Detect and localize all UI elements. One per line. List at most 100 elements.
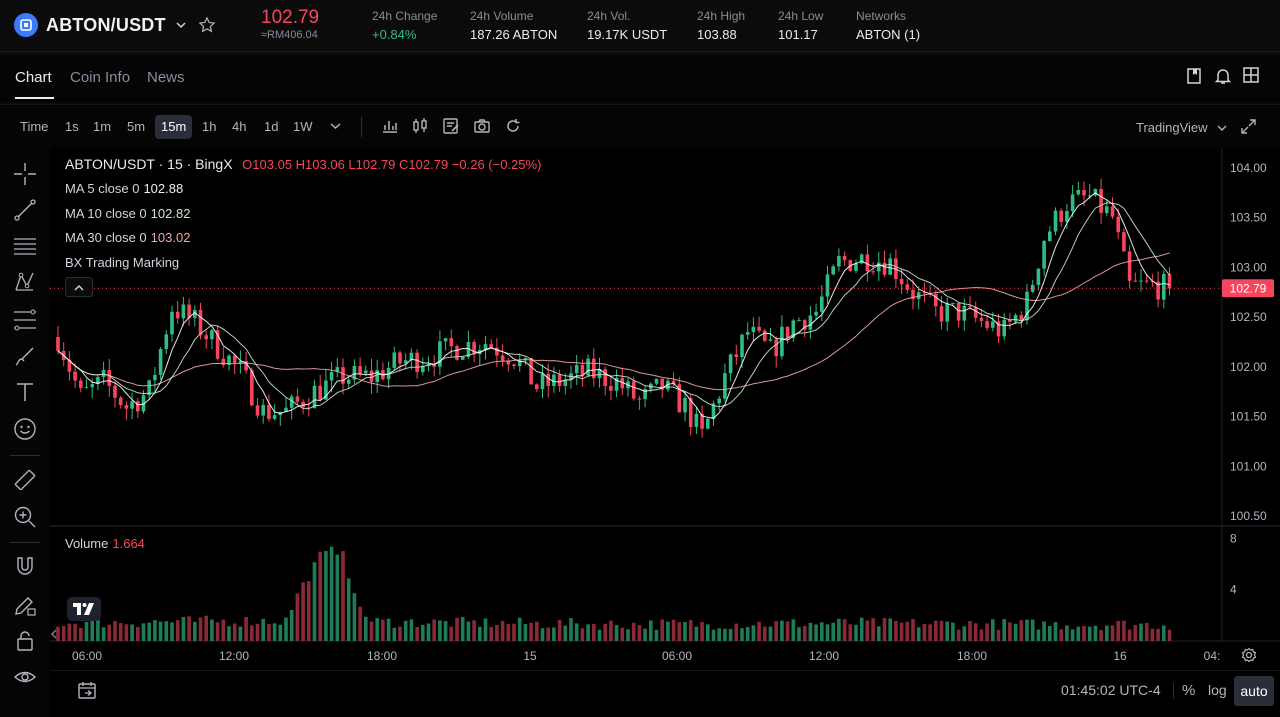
timeframe-1w[interactable]: 1W <box>293 119 313 134</box>
volume-bar <box>802 626 807 641</box>
timeframe-1s[interactable]: 1s <box>65 119 79 134</box>
volume-bar <box>96 618 100 641</box>
fullscreen-icon[interactable] <box>1240 118 1257 135</box>
candle <box>512 364 516 367</box>
view-tabs: Chart Coin Info News <box>0 55 1280 103</box>
horizontal-lines-icon[interactable] <box>13 234 37 258</box>
zoom-in-icon[interactable] <box>13 505 37 529</box>
volume-bar <box>1070 629 1075 641</box>
time-tick-label: 06:00 <box>72 649 102 663</box>
volume-legend: Volume 1.664 <box>65 536 145 551</box>
volume-bar <box>307 581 311 641</box>
volume-bar <box>842 619 847 641</box>
volume-bar <box>894 620 898 641</box>
volume-bar <box>797 627 801 641</box>
timeframe-time[interactable]: Time <box>20 119 49 134</box>
candle <box>797 320 801 322</box>
candle <box>341 367 345 384</box>
candle <box>517 360 522 367</box>
layout-grid-icon[interactable] <box>1243 67 1259 83</box>
timeframe-1m[interactable]: 1m <box>93 119 112 134</box>
timeframe-5m[interactable]: 5m <box>127 119 146 134</box>
camera-snapshot-icon[interactable] <box>473 117 491 135</box>
reset-refresh-icon[interactable] <box>504 117 522 135</box>
volume-bar <box>1048 626 1052 641</box>
chart-canvas[interactable]: 104.00 103.50 103.00 102.50 102.00 101.50 101.… <box>50 148 1280 670</box>
pattern-tool-icon[interactable] <box>13 270 37 294</box>
tab-chart[interactable]: Chart <box>15 69 52 86</box>
lock-drawings-pencil-icon[interactable] <box>13 593 37 617</box>
volume-bar <box>261 618 265 641</box>
candle-type-icon[interactable] <box>411 117 429 135</box>
volume-bar <box>996 629 1001 641</box>
stat-24h-vol-: 24h Vol. 19.17K USDT <box>587 9 667 42</box>
price-tick-label: 104.00 <box>1230 161 1267 175</box>
eye-visibility-icon[interactable] <box>13 665 37 689</box>
bell-icon[interactable] <box>1214 67 1232 85</box>
volume-bar <box>204 615 208 641</box>
indicators-icon[interactable] <box>381 117 399 135</box>
text-tool-icon[interactable] <box>13 380 37 404</box>
candle <box>272 415 277 419</box>
candle <box>1013 315 1018 322</box>
time-tick-label: 18:00 <box>367 649 397 663</box>
ruler-icon[interactable] <box>13 468 37 492</box>
go-to-date-calendar-icon[interactable] <box>77 680 97 700</box>
volume-bar <box>956 629 961 641</box>
volume-bar <box>848 624 853 641</box>
candle <box>346 379 351 384</box>
templates-icon[interactable] <box>442 117 460 135</box>
volume-bar <box>1105 625 1109 641</box>
percent-scale-toggle[interactable]: % <box>1182 682 1196 699</box>
chart-view-select[interactable]: TradingView <box>1136 120 1227 135</box>
ma10-legend: MA 10 close 0 102.82 <box>65 206 190 221</box>
candle <box>118 397 123 406</box>
fib-retracement-icon[interactable] <box>13 308 37 332</box>
auto-scale-toggle[interactable]: auto <box>1234 676 1274 706</box>
favorite-star-icon[interactable] <box>198 16 216 34</box>
trend-line-icon[interactable] <box>13 198 37 222</box>
candle <box>962 305 967 321</box>
time-tick-label: 18:00 <box>957 649 987 663</box>
candle <box>443 338 448 342</box>
candle <box>660 378 664 390</box>
bookmark-icon[interactable] <box>1186 67 1202 85</box>
chart-settings-gear-icon[interactable] <box>1241 647 1257 663</box>
brush-icon[interactable] <box>13 344 37 368</box>
candle <box>369 370 374 383</box>
candle <box>495 347 499 356</box>
candle <box>500 355 505 361</box>
price-chart[interactable]: 104.00 103.50 103.00 102.50 102.00 101.50 101.… <box>50 148 1280 717</box>
pair-selector[interactable]: ABTON/USDT <box>14 13 186 37</box>
emoji-icon[interactable] <box>13 417 37 441</box>
candle <box>973 306 978 318</box>
timeframe-15m[interactable]: 15m <box>155 115 193 139</box>
volume-bar <box>181 616 186 641</box>
candle <box>643 388 647 400</box>
volume-bar <box>597 629 602 641</box>
tab-coin-info[interactable]: Coin Info <box>70 69 131 86</box>
candle <box>546 373 550 387</box>
ma10-value: 102.82 <box>150 206 191 221</box>
toolbar-divider <box>10 455 40 456</box>
lock-icon[interactable] <box>13 629 37 653</box>
candle <box>187 304 191 318</box>
volume-bar <box>432 619 436 641</box>
magnet-icon[interactable] <box>13 555 37 579</box>
volume-bar <box>375 618 379 641</box>
clock-timezone[interactable]: 01:45:02 UTC-4 <box>1061 682 1161 698</box>
legend-collapse-button[interactable] <box>65 277 93 297</box>
timeframe-1d[interactable]: 1d <box>264 119 279 134</box>
log-scale-toggle[interactable]: log <box>1208 682 1227 698</box>
stat-value: 101.17 <box>778 27 818 42</box>
crosshair-icon[interactable] <box>13 162 37 186</box>
more-timeframes-chevron-icon[interactable] <box>330 122 341 130</box>
timeframe-4h[interactable]: 4h <box>232 119 247 134</box>
volume-bar <box>757 621 761 641</box>
candle <box>221 358 226 365</box>
collapse-left-chevron-icon[interactable] <box>50 629 58 639</box>
candle <box>597 369 602 379</box>
timeframe-1h[interactable]: 1h <box>202 119 217 134</box>
tab-news[interactable]: News <box>147 69 185 86</box>
volume-bar <box>61 626 66 641</box>
